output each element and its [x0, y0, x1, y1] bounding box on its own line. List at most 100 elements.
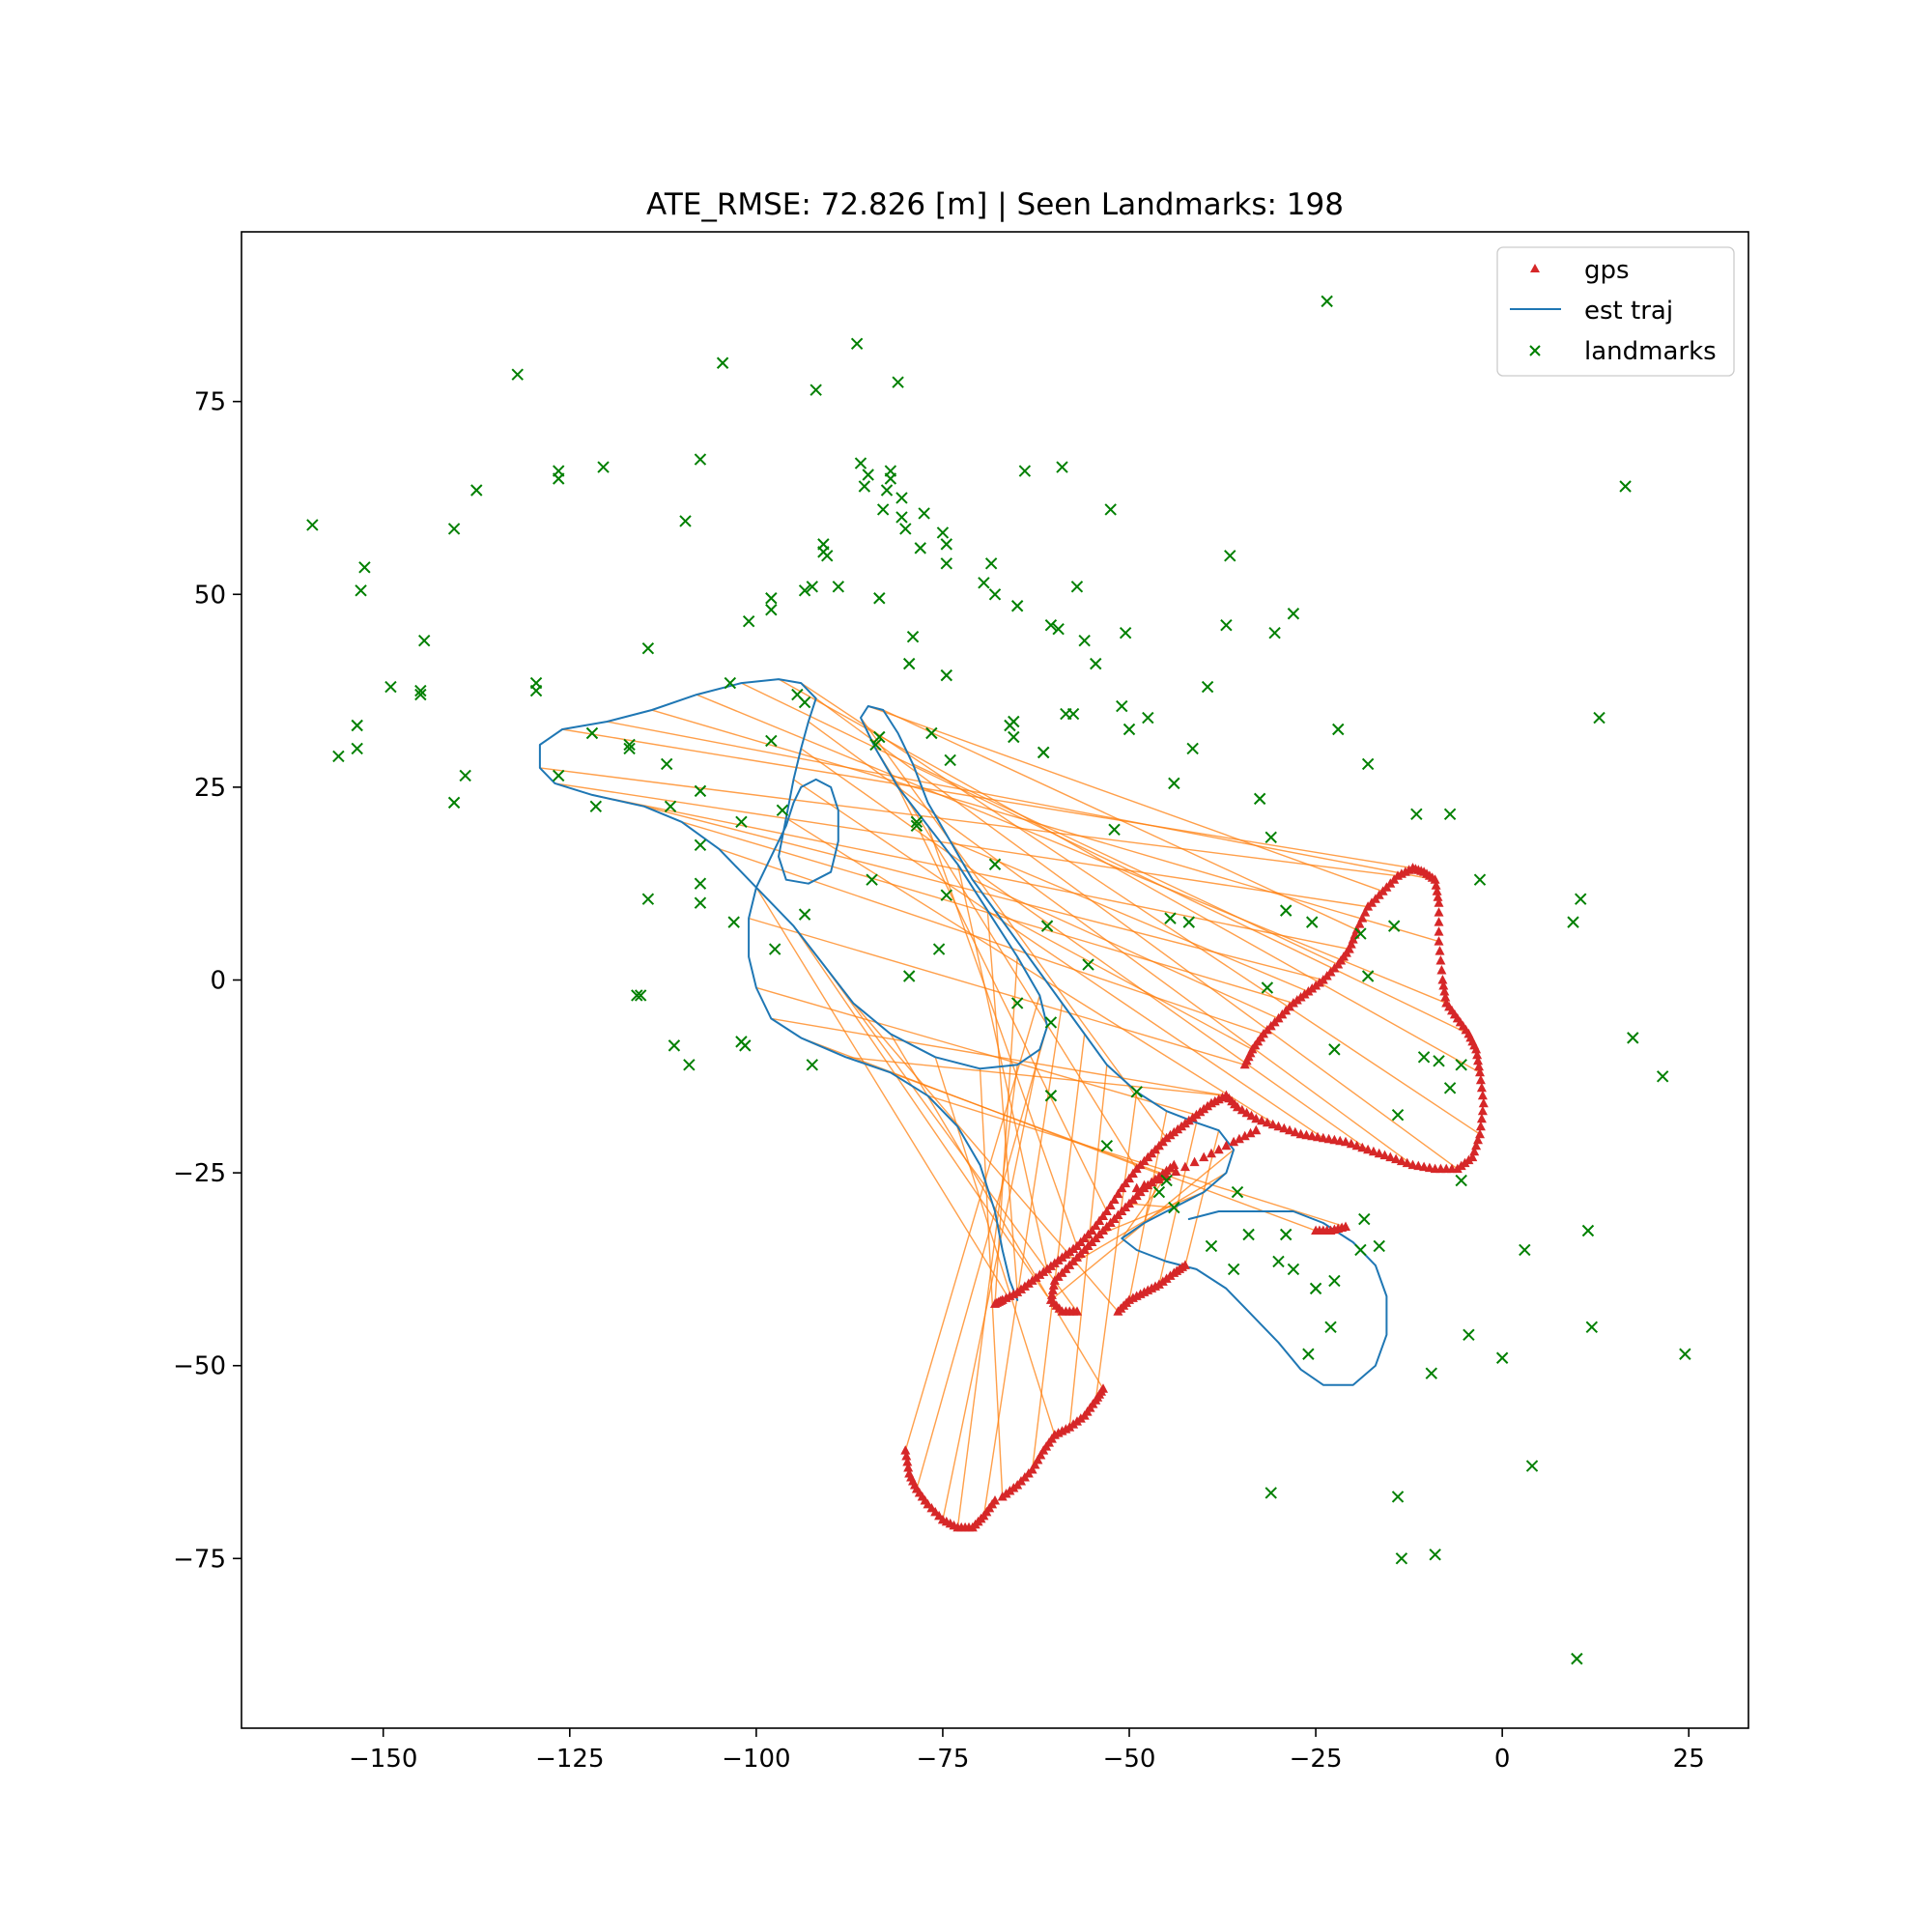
- landmark-point: [936, 526, 950, 539]
- gps-point: [1434, 926, 1444, 936]
- gps-point: [1109, 1194, 1120, 1205]
- landmark-point: [529, 684, 543, 697]
- association-line: [800, 682, 1481, 1135]
- landmark-point: [1354, 927, 1367, 940]
- landmark-point: [332, 750, 345, 763]
- gps-point: [1474, 1061, 1484, 1071]
- landmark-point: [1164, 912, 1177, 924]
- y-tick-label: −50: [173, 1352, 226, 1381]
- landmark-point: [1272, 1255, 1285, 1268]
- gps-point: [1131, 1163, 1142, 1174]
- landmark-point: [739, 1039, 752, 1052]
- landmark-point: [988, 588, 1002, 601]
- gps-point: [990, 1298, 1000, 1308]
- landmark-point: [1227, 1263, 1240, 1276]
- landmark-point: [589, 800, 603, 813]
- landmark-point: [1306, 916, 1319, 928]
- association-line: [890, 1034, 1104, 1390]
- gps-point: [1471, 1043, 1482, 1054]
- gps-point: [1048, 1280, 1059, 1290]
- landmark-point: [880, 484, 894, 497]
- plot-area: [242, 232, 1748, 1728]
- gps-point: [1246, 1110, 1257, 1121]
- landmark-point: [906, 630, 920, 643]
- est-traj-series: [538, 678, 1388, 1386]
- gps-point: [1207, 1148, 1216, 1158]
- association-line: [741, 682, 1469, 1036]
- landmark-point: [1044, 1090, 1058, 1102]
- landmark-point: [765, 592, 778, 605]
- gps-point: [1046, 1290, 1057, 1299]
- gps-point: [1477, 1105, 1488, 1116]
- landmark-point: [1264, 1487, 1277, 1499]
- landmark-point: [1168, 777, 1180, 790]
- landmark-point: [1264, 831, 1277, 843]
- landmark-point: [1332, 723, 1345, 736]
- landmark-point: [1593, 711, 1605, 724]
- landmark-point: [1231, 1185, 1244, 1199]
- gps-point: [1472, 1049, 1483, 1060]
- gps-point: [1437, 975, 1448, 984]
- gps-point: [1430, 874, 1440, 884]
- landmark-point: [1425, 1367, 1437, 1379]
- gps-point: [1036, 1450, 1046, 1460]
- landmark-point: [1008, 730, 1020, 744]
- landmark-point: [1433, 1055, 1445, 1067]
- landmark-point: [1100, 1139, 1114, 1152]
- landmark-point: [668, 1039, 681, 1052]
- landmark-point: [1268, 626, 1281, 639]
- landmark-point: [1361, 757, 1375, 771]
- gps-point: [1027, 1464, 1037, 1474]
- landmark-point: [914, 542, 926, 554]
- gps-point: [1432, 886, 1442, 895]
- gps-point: [1433, 892, 1443, 901]
- landmark-point: [553, 769, 565, 782]
- landmark-point: [724, 676, 737, 690]
- landmark-point: [1519, 1243, 1531, 1257]
- gps-point: [1127, 1168, 1138, 1179]
- landmark-point: [776, 804, 789, 817]
- landmark-point: [873, 730, 886, 744]
- landmark-point: [1119, 626, 1132, 639]
- landmark-point: [1443, 1082, 1457, 1094]
- association-line: [950, 840, 1309, 993]
- landmark-point: [1309, 1282, 1322, 1295]
- association-line: [994, 910, 1253, 1050]
- landmark-point: [925, 726, 938, 740]
- landmark-point: [1463, 1328, 1475, 1341]
- gps-point: [1221, 1140, 1232, 1151]
- gps-point: [1251, 1113, 1262, 1123]
- landmark-point: [1429, 1548, 1441, 1561]
- legend-label-est-traj: est traj: [1584, 297, 1673, 326]
- gps-point: [1169, 1159, 1179, 1170]
- landmark-point: [1361, 970, 1375, 982]
- landmark-point: [1391, 1109, 1405, 1122]
- gps-point: [1131, 1182, 1142, 1193]
- landmark-point: [1160, 1174, 1173, 1187]
- legend-label-landmarks: landmarks: [1584, 337, 1717, 366]
- gps-point: [1121, 1178, 1131, 1188]
- association-line: [793, 779, 1324, 1139]
- landmark-point: [806, 1059, 818, 1071]
- landmark-point: [932, 943, 946, 955]
- landmark-point: [1168, 1201, 1180, 1214]
- gps-point: [1139, 1179, 1150, 1190]
- association-line: [882, 709, 1357, 931]
- landmark-point: [623, 742, 636, 755]
- landmark-point: [694, 838, 707, 851]
- gps-point: [1098, 1210, 1108, 1220]
- association-line: [982, 1003, 1064, 1517]
- landmark-point: [798, 584, 811, 597]
- y-axis-ticks: −75 −50 −25 0 25 50 75: [173, 388, 242, 1574]
- gps-point: [1105, 1200, 1116, 1209]
- gps-point: [1179, 1260, 1190, 1269]
- landmark-point: [1324, 1321, 1337, 1334]
- association-line: [956, 1065, 1018, 1528]
- landmark-point: [716, 356, 729, 369]
- association-line: [778, 678, 1481, 1073]
- landmark-point: [940, 538, 953, 551]
- landmark-point: [1328, 1043, 1341, 1056]
- association-line: [942, 1049, 1041, 1520]
- landmark-point: [306, 519, 319, 531]
